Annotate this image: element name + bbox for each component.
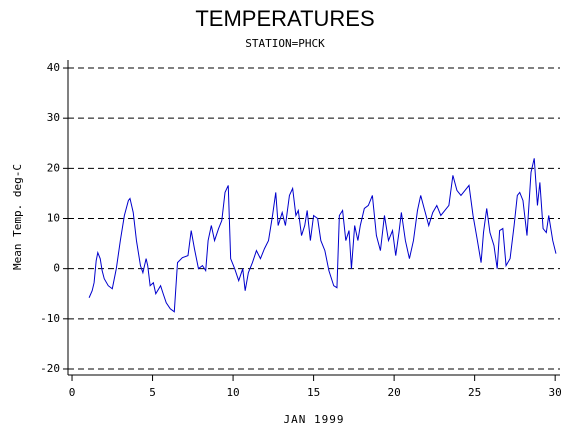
x-tick-label: 20: [387, 386, 400, 399]
chart-title: TEMPERATURES: [195, 6, 374, 31]
x-tick-label: 25: [468, 386, 481, 399]
y-tick-label: -20: [40, 362, 60, 375]
y-tick-label: 30: [47, 111, 60, 124]
x-tick-label: 5: [149, 386, 156, 399]
y-tick-label: 0: [53, 262, 60, 275]
y-tick-label: -10: [40, 312, 60, 325]
y-tick-label: 10: [47, 212, 60, 225]
data-line: [88, 158, 557, 313]
x-tick-label: 30: [549, 386, 562, 399]
chart-subtitle: STATION=PHCK: [245, 37, 325, 50]
x-tick-label: 0: [69, 386, 76, 399]
x-tick-label: 10: [226, 386, 239, 399]
y-axis-label: Mean Temp. deg-C: [11, 164, 24, 270]
x-tick-label: 15: [307, 386, 320, 399]
x-axis-label: JAN 1999: [284, 413, 345, 426]
y-tick-label: 20: [47, 161, 60, 174]
y-tick-label: 40: [47, 61, 60, 74]
